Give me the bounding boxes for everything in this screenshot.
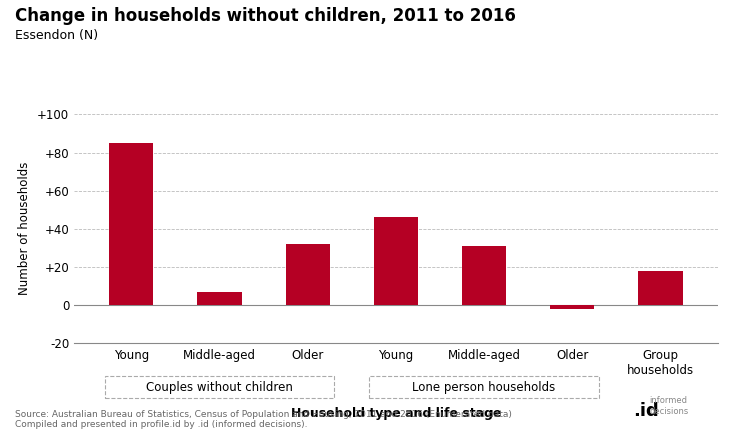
Bar — [462, 246, 506, 305]
Text: informed
decisions: informed decisions — [650, 396, 689, 416]
Text: Lone person households: Lone person households — [412, 381, 556, 394]
Bar — [639, 271, 682, 305]
Text: .id: .id — [633, 402, 659, 420]
Bar — [198, 292, 241, 305]
Y-axis label: Number of households: Number of households — [18, 162, 32, 296]
Bar — [110, 143, 153, 305]
Bar — [286, 244, 330, 305]
Bar — [374, 217, 418, 305]
Text: Household type and life stage: Household type and life stage — [291, 407, 501, 420]
Text: Source: Australian Bureau of Statistics, Census of Population and Housing, 2011 : Source: Australian Bureau of Statistics,… — [15, 410, 511, 429]
Text: Couples without children: Couples without children — [146, 381, 293, 394]
Bar — [551, 305, 594, 309]
Text: Change in households without children, 2011 to 2016: Change in households without children, 2… — [15, 7, 516, 25]
Text: Essendon (N): Essendon (N) — [15, 29, 98, 42]
